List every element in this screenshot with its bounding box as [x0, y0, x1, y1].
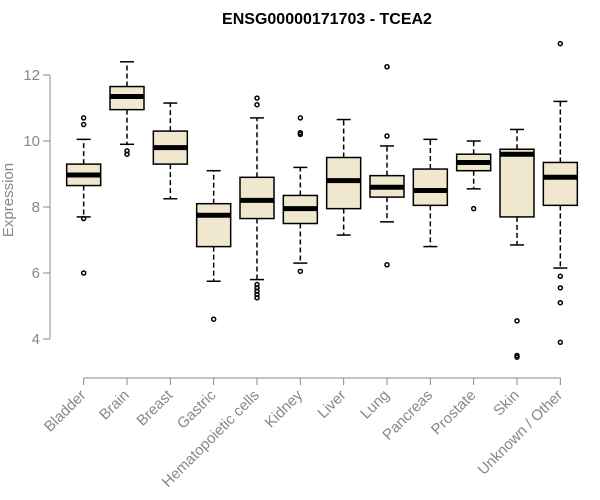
box-iqr — [499, 148, 535, 218]
outlier-point — [557, 339, 564, 346]
y-tick-label: 6 — [32, 265, 40, 282]
y-axis: 4 6 8 10 12 — [23, 67, 51, 348]
box-series — [65, 40, 579, 360]
box-bladder — [65, 115, 102, 276]
x-tick-label: Bladder — [41, 387, 90, 436]
outlier-point — [514, 352, 520, 359]
box-iqr — [195, 202, 232, 248]
outlier-point — [210, 316, 217, 322]
outlier-point — [80, 121, 87, 128]
outlier-point — [557, 40, 564, 47]
outlier-point — [80, 115, 87, 121]
outlier-point — [124, 148, 130, 154]
y-tick-label: 10 — [23, 133, 40, 150]
outlier-point — [470, 205, 477, 212]
outlier-point — [80, 215, 87, 222]
box-pancreas — [412, 138, 449, 248]
box-kidney — [282, 115, 319, 275]
x-tick-label: Prostate — [428, 387, 480, 439]
outlier-point — [557, 273, 564, 280]
x-tick-label: Kidney — [262, 386, 307, 431]
outlier-point — [557, 285, 564, 291]
outlier-point — [297, 268, 304, 275]
box-iqr — [412, 168, 449, 207]
y-tick-label: 4 — [32, 331, 40, 348]
outlier-point — [384, 262, 390, 268]
box-breast — [152, 102, 189, 200]
outlier-point — [557, 299, 564, 306]
box-iqr — [542, 161, 579, 207]
box-unknown-other — [542, 40, 579, 346]
box-brain — [109, 61, 145, 157]
y-tick-label: 8 — [32, 199, 40, 216]
outlier-point — [514, 318, 520, 324]
x-tick-label: Brain — [96, 387, 133, 424]
box-gastric — [195, 169, 232, 322]
box-liver — [325, 118, 362, 236]
chart-title: ENSG00000171703 - TCEA2 — [222, 11, 432, 28]
x-tick-label: Breast — [133, 386, 176, 429]
y-axis-label: Expression — [0, 163, 17, 237]
outlier-point — [254, 95, 260, 101]
box-hematopoietic-cells — [239, 95, 275, 301]
outlier-point — [254, 101, 260, 108]
outlier-point — [384, 64, 390, 70]
outlier-point — [80, 270, 87, 276]
x-tick-label: Lung — [357, 387, 393, 423]
outlier-point — [297, 130, 304, 136]
outlier-point — [254, 281, 260, 288]
x-tick-label: Skin — [490, 387, 523, 420]
outlier-point — [297, 115, 304, 121]
x-tick-label: Liver — [314, 387, 349, 422]
box-prostate — [455, 140, 492, 212]
y-tick-label: 12 — [23, 67, 40, 84]
outlier-point — [384, 133, 390, 139]
box-skin — [499, 128, 535, 360]
box-lung — [369, 64, 405, 268]
